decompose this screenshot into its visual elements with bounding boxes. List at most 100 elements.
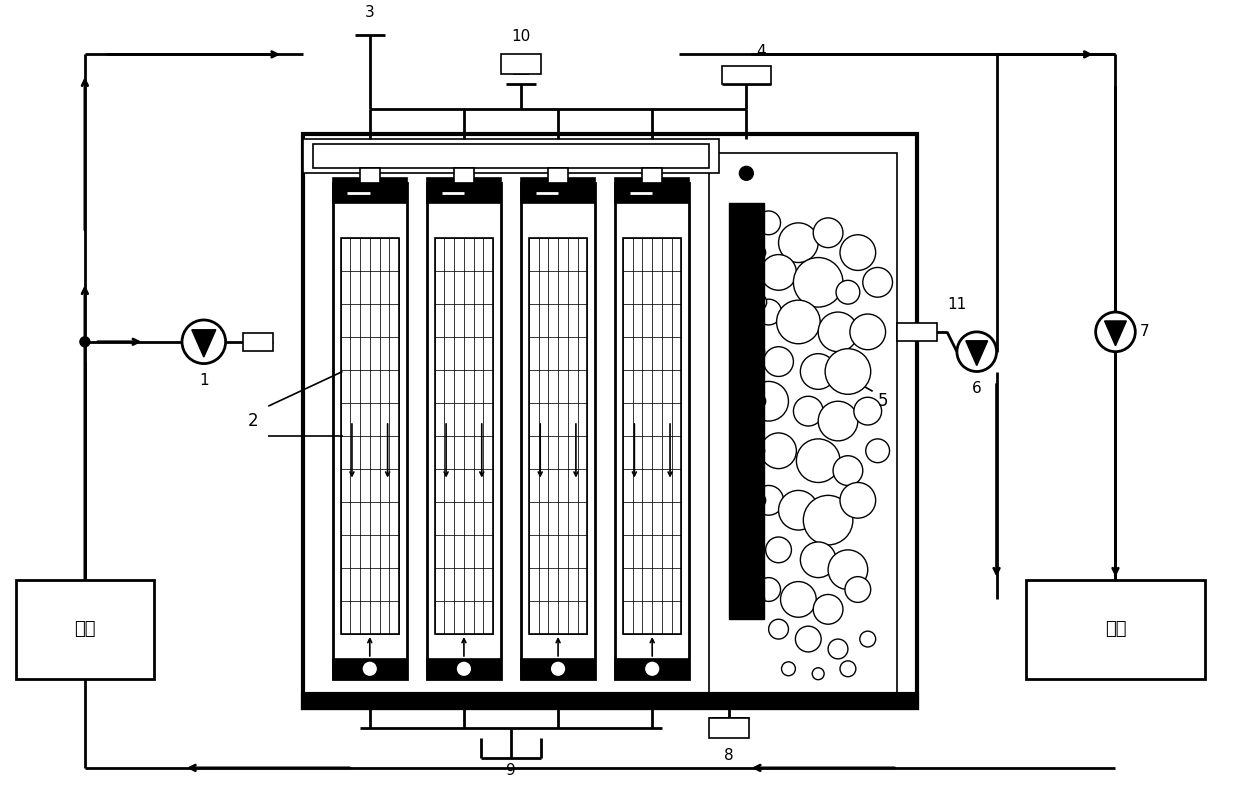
Bar [427,659,501,678]
Bar [332,659,407,678]
Circle shape [833,455,863,486]
Circle shape [863,268,893,297]
Bar [548,169,568,183]
Circle shape [812,668,825,680]
Circle shape [645,661,660,677]
Circle shape [780,582,816,618]
Bar [243,333,273,351]
Bar [615,183,689,678]
Circle shape [456,661,472,677]
Bar [521,178,595,203]
Circle shape [754,486,784,515]
Circle shape [760,433,796,469]
Bar [521,659,595,678]
Circle shape [818,312,858,352]
Circle shape [779,223,818,263]
Circle shape [776,300,820,344]
Text: 2: 2 [248,412,259,430]
Circle shape [751,245,765,260]
Text: 9: 9 [506,763,516,778]
Circle shape [804,495,853,545]
Circle shape [753,346,765,358]
Bar [332,178,407,203]
Circle shape [796,439,839,483]
Bar [1027,579,1204,678]
Circle shape [756,211,780,235]
Circle shape [751,494,765,507]
Bar [615,659,689,678]
Circle shape [739,166,753,181]
Bar [303,139,719,173]
Text: 8: 8 [724,748,734,763]
Text: 7: 7 [1141,324,1149,340]
Bar [341,238,399,634]
Circle shape [764,347,794,376]
Bar [729,203,764,619]
Polygon shape [1105,321,1126,346]
Bar [435,238,494,634]
Text: 3: 3 [365,5,374,20]
Circle shape [844,577,870,602]
Polygon shape [192,330,216,357]
Circle shape [765,537,791,562]
Circle shape [753,445,765,457]
Circle shape [551,661,565,677]
Bar [454,169,474,183]
Circle shape [818,401,858,441]
Circle shape [866,439,889,463]
Circle shape [794,257,843,307]
Bar [615,178,689,203]
Bar [360,169,379,183]
Text: 10: 10 [511,30,531,45]
Text: 4: 4 [756,45,766,59]
Circle shape [756,578,780,602]
Polygon shape [966,341,987,366]
Bar [501,54,541,74]
Circle shape [749,381,789,421]
Circle shape [362,661,378,677]
Bar [303,133,918,709]
Circle shape [957,332,997,372]
Circle shape [839,235,875,270]
Text: 1: 1 [198,373,208,388]
Bar [312,144,709,169]
Circle shape [79,337,89,347]
Circle shape [828,639,848,659]
Circle shape [813,218,843,248]
Bar [898,323,937,341]
Circle shape [839,483,875,519]
Circle shape [849,314,885,350]
Circle shape [825,348,870,394]
Circle shape [760,255,796,290]
Circle shape [795,626,821,652]
Text: 废水: 废水 [74,620,95,638]
Circle shape [813,594,843,624]
Circle shape [755,299,781,325]
Text: 6: 6 [972,381,982,396]
Bar [303,694,918,709]
Circle shape [854,397,882,425]
Circle shape [750,294,766,310]
Bar [521,183,595,678]
Bar [427,178,501,203]
Bar [722,66,771,84]
Circle shape [1096,312,1136,352]
Circle shape [800,354,836,389]
Bar [16,579,154,678]
Bar [528,238,588,634]
Bar [427,183,501,678]
Text: 出水: 出水 [1105,620,1126,638]
Circle shape [859,631,875,647]
Bar [642,169,662,183]
Circle shape [754,545,764,555]
Circle shape [839,661,856,677]
Circle shape [182,320,226,364]
Circle shape [794,396,823,426]
Text: 5: 5 [878,392,888,410]
Circle shape [753,594,765,606]
Text: 11: 11 [947,297,966,312]
Bar [709,153,898,698]
Circle shape [769,619,789,639]
Circle shape [781,662,795,676]
Circle shape [779,491,818,530]
